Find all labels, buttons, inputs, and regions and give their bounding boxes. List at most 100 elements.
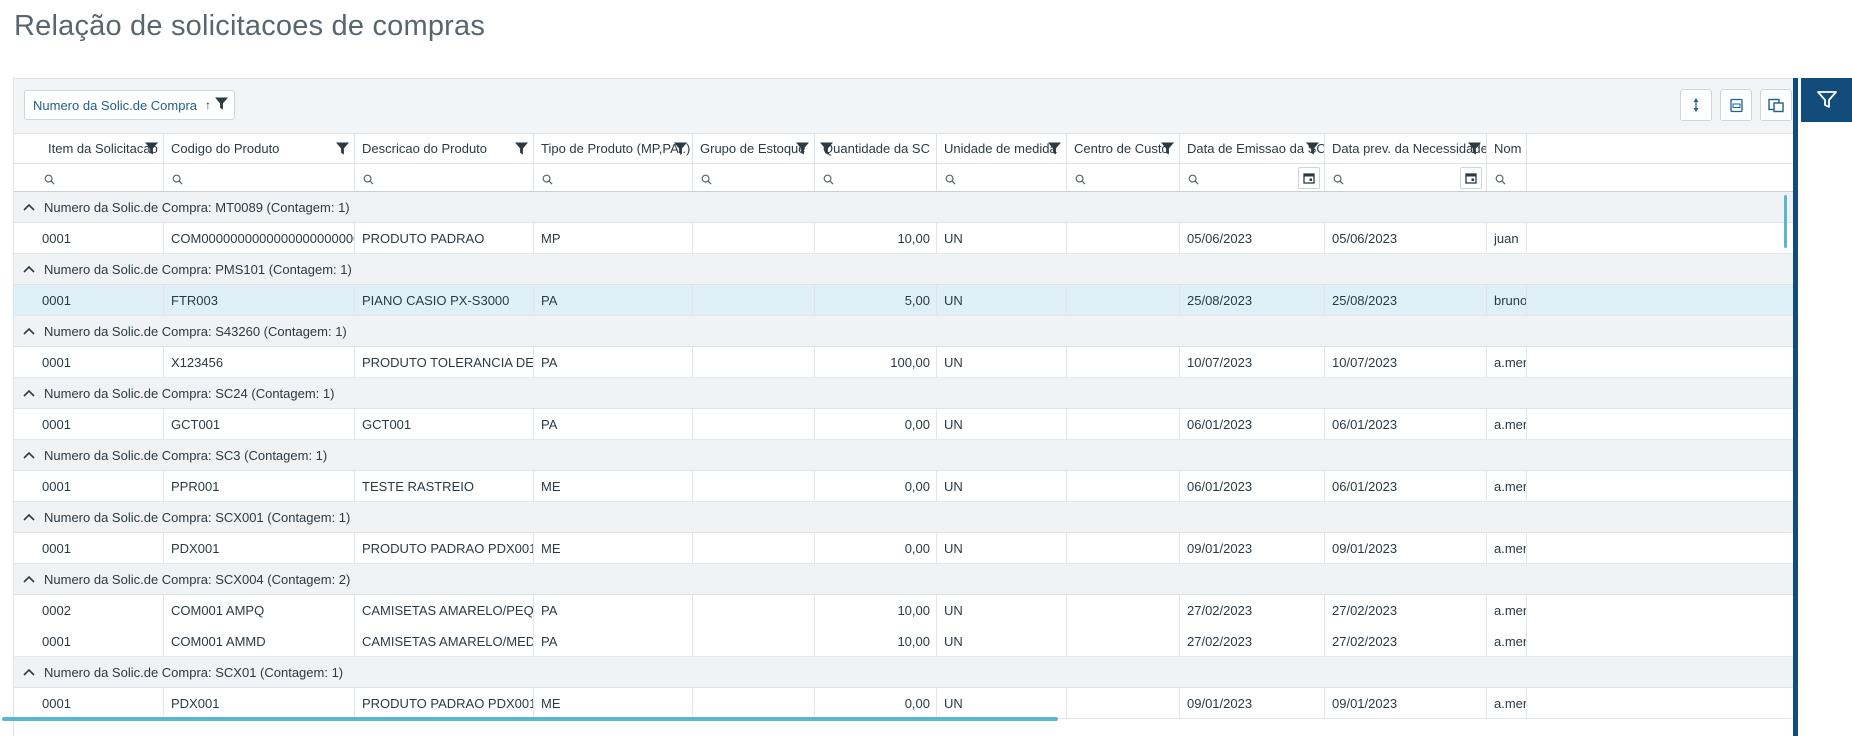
cell-grupo-de-estoque bbox=[693, 688, 815, 718]
sidebar-filter-button[interactable] bbox=[1801, 78, 1852, 122]
column-search-input[interactable] bbox=[1487, 164, 1527, 191]
cell-centro-de-custo bbox=[1067, 626, 1180, 656]
vertical-scrollbar[interactable] bbox=[1784, 195, 1787, 248]
cell-nom: a.mer bbox=[1487, 533, 1527, 563]
column-header-descricao-do-produto[interactable]: Descricao do Produto bbox=[355, 134, 534, 163]
search-icon bbox=[44, 172, 55, 190]
cell-quantidade-da-sc: 0,00 bbox=[815, 471, 937, 501]
expand-collapse-button[interactable] bbox=[1680, 89, 1712, 121]
filter-row bbox=[14, 164, 1795, 192]
column-header-item-da-solicitacao[interactable]: Item da Solicitacao bbox=[14, 134, 164, 163]
chevron-up-icon[interactable] bbox=[14, 389, 44, 397]
filter-icon[interactable] bbox=[215, 97, 229, 113]
chevron-up-icon[interactable] bbox=[14, 327, 44, 335]
column-search-input[interactable] bbox=[937, 164, 1067, 191]
table-row[interactable]: 0001 GCT001 GCT001 PA 0,00 UN 06/01/2023 06/01/… bbox=[14, 409, 1795, 440]
group-row[interactable]: Numero da Solic.de Compra: SCX001 (Conta… bbox=[14, 502, 1795, 533]
column-filter-icon[interactable] bbox=[1468, 142, 1481, 158]
group-chip-label: Numero da Solic.de Compra bbox=[33, 97, 198, 113]
cell-data-prev-da-necessidade: 09/01/2023 bbox=[1325, 533, 1487, 563]
cell-quantidade-da-sc: 10,00 bbox=[815, 223, 937, 253]
group-row[interactable]: Numero da Solic.de Compra: SCX004 (Conta… bbox=[14, 564, 1795, 595]
column-header-centro-de-custo[interactable]: Centro de Custo bbox=[1067, 134, 1180, 163]
cell-descricao-do-produto: PIANO CASIO PX-S3000 bbox=[355, 285, 534, 315]
column-header-tipo-de-produto-mp-pa[interactable]: Tipo de Produto (MP,PA,.) bbox=[534, 134, 693, 163]
cell-data-prev-da-necessidade: 06/01/2023 bbox=[1325, 409, 1487, 439]
cell-tipo-de-produto-mp-pa: ME bbox=[534, 688, 693, 718]
report-panel: Numero da Solic.de Compra ↑ Item da Soli… bbox=[13, 78, 1796, 736]
table-row[interactable]: 0001COM0000000000000000000000000006PRODU… bbox=[14, 223, 1795, 254]
table-row[interactable]: 0001 PPR001 TESTE RASTREIO ME 0,00 UN 06/01/20… bbox=[14, 471, 1795, 502]
column-search-input[interactable] bbox=[693, 164, 815, 191]
column-filter-icon[interactable] bbox=[336, 142, 349, 158]
column-search-input[interactable] bbox=[815, 164, 937, 191]
cell-tipo-de-produto-mp-pa: MP bbox=[534, 223, 693, 253]
table-row[interactable]: 0001 PDX001 PRODUTO PADRAO PDX001 ME 0,00 UN 0… bbox=[14, 533, 1795, 564]
search-icon bbox=[542, 172, 553, 190]
cell-data-prev-da-necessidade: 25/08/2023 bbox=[1325, 285, 1487, 315]
cell-grupo-de-estoque bbox=[693, 223, 815, 253]
page-title: Relação de solicitacoes de compras bbox=[14, 10, 486, 42]
column-filter-icon[interactable] bbox=[145, 142, 158, 158]
table-row[interactable]: 0001 COM001 AMMD CAMISETAS AMARELO/MEDIO PA… bbox=[14, 626, 1795, 657]
column-header-data-prev-da-necessidade[interactable]: Data prev. da Necessidade bbox=[1325, 134, 1487, 163]
column-filter-icon[interactable] bbox=[674, 142, 687, 158]
column-search-input[interactable] bbox=[1067, 164, 1180, 191]
group-row[interactable]: Numero da Solic.de Compra: S43260 (Conta… bbox=[14, 316, 1795, 347]
column-header-data-de-emissao-da-sc[interactable]: Data de Emissao da SC bbox=[1180, 134, 1325, 163]
column-header-nom[interactable]: Nom bbox=[1487, 134, 1527, 163]
column-header-unidade-de-medida[interactable]: Unidade de medida bbox=[937, 134, 1067, 163]
column-filter-icon[interactable] bbox=[796, 142, 809, 158]
column-search-input[interactable] bbox=[534, 164, 693, 191]
group-row-label: Numero da Solic.de Compra: MT0089 (Conta… bbox=[44, 199, 350, 215]
group-row[interactable]: Numero da Solic.de Compra: SC24 (Contage… bbox=[14, 378, 1795, 409]
copy-columns-button[interactable] bbox=[1760, 89, 1792, 121]
group-by-chip[interactable]: Numero da Solic.de Compra ↑ bbox=[24, 90, 236, 120]
column-search-input[interactable] bbox=[355, 164, 534, 191]
column-search-input[interactable] bbox=[1180, 164, 1325, 191]
column-search-input[interactable] bbox=[164, 164, 355, 191]
cell-data-de-emissao-da-sc: 09/01/2023 bbox=[1180, 688, 1325, 718]
column-search-input[interactable] bbox=[14, 164, 164, 191]
column-filter-icon[interactable] bbox=[1161, 142, 1174, 158]
column-header-codigo-do-produto[interactable]: Codigo do Produto bbox=[164, 134, 355, 163]
column-filter-icon[interactable] bbox=[820, 142, 833, 158]
cell-tipo-de-produto-mp-pa: ME bbox=[534, 533, 693, 563]
group-row[interactable]: Numero da Solic.de Compra: PMS101 (Conta… bbox=[14, 254, 1795, 285]
cell-item-da-solicitacao: 0001 bbox=[14, 223, 164, 253]
cell-unidade-de-medida: UN bbox=[937, 347, 1067, 377]
chevron-up-icon[interactable] bbox=[14, 513, 44, 521]
search-icon bbox=[1075, 172, 1086, 190]
chevron-up-icon[interactable] bbox=[14, 668, 44, 676]
chevron-up-icon[interactable] bbox=[14, 203, 44, 211]
sort-ascending-icon[interactable]: ↑ bbox=[205, 98, 212, 112]
cell-codigo-do-produto: FTR003 bbox=[164, 285, 355, 315]
calendar-icon[interactable] bbox=[1298, 167, 1320, 189]
search-icon bbox=[1333, 172, 1344, 190]
cell-unidade-de-medida: UN bbox=[937, 595, 1067, 626]
calendar-icon[interactable] bbox=[1460, 167, 1482, 189]
column-filter-icon[interactable] bbox=[515, 142, 528, 158]
group-row[interactable]: Numero da Solic.de Compra: SC3 (Contagem… bbox=[14, 440, 1795, 471]
table-row[interactable]: 0001 FTR003 PIANO CASIO PX-S3000 PA 5,00 UN 25… bbox=[14, 285, 1795, 316]
group-row[interactable]: Numero da Solic.de Compra: MT0089 (Conta… bbox=[14, 192, 1795, 223]
column-filter-icon[interactable] bbox=[1306, 142, 1319, 158]
chevron-up-icon[interactable] bbox=[14, 451, 44, 459]
column-header-grupo-de-estoque[interactable]: Grupo de Estoque bbox=[693, 134, 815, 163]
column-header-label: Nom bbox=[1494, 141, 1522, 156]
cell-unidade-de-medida: UN bbox=[937, 533, 1067, 563]
horizontal-scrollbar[interactable] bbox=[2, 717, 1058, 721]
table-row[interactable]: 0001 PDX001 PRODUTO PADRAO PDX001 ME 0,00 UN 0… bbox=[14, 688, 1795, 719]
column-header-label: Data de Emissao da SC bbox=[1187, 141, 1325, 156]
cell-tipo-de-produto-mp-pa: PA bbox=[534, 626, 693, 656]
export-button[interactable] bbox=[1720, 89, 1752, 121]
column-header-quantidade-da-sc[interactable]: Quantidade da SC bbox=[815, 134, 937, 163]
chevron-up-icon[interactable] bbox=[14, 575, 44, 583]
chevron-up-icon[interactable] bbox=[14, 265, 44, 273]
column-search-input[interactable] bbox=[1325, 164, 1487, 191]
group-row[interactable]: Numero da Solic.de Compra: SCX01 (Contag… bbox=[14, 657, 1795, 688]
column-filter-icon[interactable] bbox=[1048, 142, 1061, 158]
cell-tipo-de-produto-mp-pa: PA bbox=[534, 285, 693, 315]
